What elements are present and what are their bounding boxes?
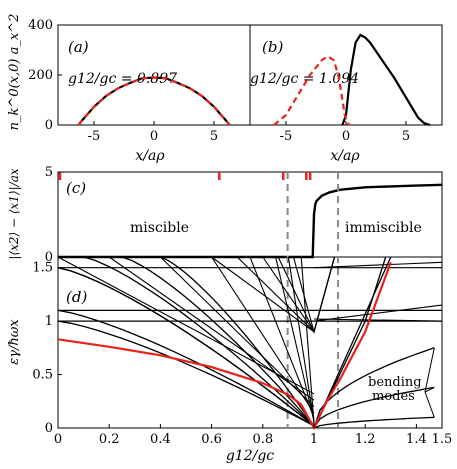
- panel-a-plot: [77, 76, 231, 126]
- region-miscible: miscible: [130, 220, 189, 236]
- panel-c-label: (c): [66, 179, 86, 197]
- panel-d-xtick-label: 1.2: [355, 432, 376, 447]
- bending-mode-arrow: [424, 391, 435, 418]
- panel-d-xtick-label: 0.2: [99, 432, 120, 447]
- panel-d-ytick-label: 1.5: [32, 261, 53, 276]
- panel-d-label: (d): [66, 288, 87, 306]
- bending-mode-arrow: [424, 386, 435, 393]
- panel-d-plot: [57, 256, 443, 431]
- spectrum-right-plateau: [313, 304, 443, 322]
- panel-a-xtick-label: 5: [210, 129, 218, 144]
- panel-cd: (c) miscible immiscible |⟨x2⟩ − ⟨x1⟩|/ax…: [7, 165, 452, 464]
- panel-a-ytick-label: 400: [28, 18, 53, 33]
- panel-d-xtick-label: 1.4: [406, 432, 427, 447]
- spectrum-top-line: [108, 256, 315, 401]
- panel-d-xtick-label: 0: [54, 432, 62, 447]
- panel-b-label: (b): [262, 38, 283, 56]
- bending-mode-arrow: [424, 347, 435, 393]
- panel-a-xlabel: x/aρ: [135, 148, 165, 164]
- panel-d-xtick-label: 0.4: [150, 432, 171, 447]
- panel-c-ytick-label: 0: [45, 250, 53, 265]
- panel-cd-ticks: 0 0.2 0.4 0.6 0.8 1 1.2 1.4 1.500.511.505: [32, 165, 452, 447]
- spectrum-right-plateau: [313, 261, 443, 269]
- panel-a-xtick-label: 0: [150, 129, 158, 144]
- bending-modes-label-line1: bending: [368, 375, 422, 390]
- spectrum-top-line: [275, 256, 315, 422]
- spectrum-fan-line: [83, 256, 315, 427]
- panel-a-annotation: g12/gc = 0.897: [68, 71, 177, 87]
- panel-d-ytick-label: 0: [45, 421, 53, 436]
- panel-d-ylabel: εγ/ħωx: [7, 319, 22, 365]
- panel-b-ticks: -5 0 5: [280, 121, 410, 144]
- spectrum-fan-line: [57, 267, 315, 427]
- spectrum-fan-line: [121, 256, 315, 427]
- panel-a-ytick-label: 200: [28, 68, 53, 83]
- spectrum-top-line: [160, 256, 315, 407]
- panel-b-xtick-label: -5: [280, 129, 293, 144]
- panel-b-series-1: [273, 54, 351, 126]
- panel-d-xtick-label: 0.6: [201, 432, 222, 447]
- spectrum-top-line: [211, 256, 315, 414]
- bending-modes-label-line2: modes: [372, 389, 415, 404]
- panel-b: (b) g12/gc = 1.094 -5 0 5 x/aρ: [249, 24, 443, 164]
- panel-b-series-0: [341, 33, 431, 127]
- spectrum-top-line: [249, 256, 315, 419]
- panel-b-plot: [273, 33, 431, 127]
- panel-c-ylabel: |⟨x2⟩ − ⟨x1⟩|/ax: [7, 168, 21, 259]
- panel-d-xtick-label: 1.5: [432, 432, 453, 447]
- panel-cd-frame: [57, 171, 443, 429]
- panel-a-ylabel: n_k^0(x,0) a_x^2: [7, 14, 22, 131]
- bending-mode-curve: [313, 416, 435, 429]
- bending-mode-curve: [313, 347, 435, 429]
- panel-b-xtick-label: 5: [402, 129, 410, 144]
- spectrum-right-plateau: [313, 318, 443, 322]
- panel-b-xlabel: x/aρ: [330, 148, 360, 164]
- spectrum-top-line: [287, 256, 315, 423]
- panel-d-xtick-label: 0.8: [252, 432, 273, 447]
- panel-d-ytick-label: 0.5: [32, 368, 53, 383]
- lowest-mode-curve: [57, 261, 392, 431]
- spectrum-top-line: [300, 256, 315, 425]
- spectrum-fan-line: [57, 320, 315, 427]
- spectrum-fan-line: [57, 267, 315, 427]
- panel-c-plot: [58, 172, 443, 428]
- panel-d-xtick-label: 1: [310, 432, 318, 447]
- panel-a-xtick-label: -5: [88, 129, 101, 144]
- panel-d-ytick-label: 1: [45, 314, 53, 329]
- bending-mode-curve: [313, 386, 435, 429]
- panel-b-annotation: g12/gc = 1.094: [250, 71, 359, 87]
- spectrum-v-line: [292, 256, 336, 334]
- panel-a-ticks: -5 0 5 0 200 400: [28, 18, 218, 144]
- panel-a: (a) g12/gc = 0.897 -5 0 5 0 200 400 x/aρ n_k^…: [7, 14, 251, 164]
- panel-c-ytick-label: 5: [45, 165, 53, 180]
- region-immiscible: immiscible: [345, 220, 422, 236]
- panel-b-xtick-label: 0: [342, 129, 350, 144]
- panel-d-xlabel: g12/gc: [226, 448, 274, 464]
- panel-a-series-1: [77, 76, 231, 126]
- spectrum-fan-line: [160, 256, 315, 427]
- panel-a-ytick-label: 0: [45, 118, 53, 133]
- panel-a-label: (a): [68, 38, 89, 56]
- panel-c-series-0: [58, 183, 443, 259]
- spectrum-fan-line: [57, 309, 315, 427]
